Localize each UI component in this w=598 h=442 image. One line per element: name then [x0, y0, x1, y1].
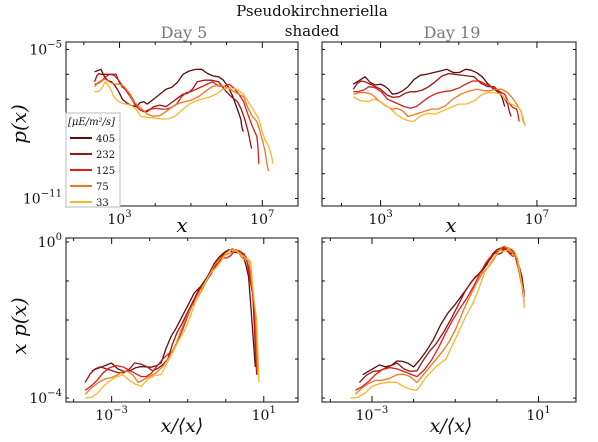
series-line-75 [84, 249, 259, 395]
series-line-405 [352, 68, 506, 107]
series-line-232 [93, 72, 253, 149]
ylabel-bottom: x p(x) [7, 297, 31, 354]
x-tick-label: 101 [252, 405, 276, 424]
x-tick-label: 107 [250, 209, 274, 228]
xlabel-top-right: x [445, 213, 456, 237]
legend-label-75: 75 [96, 182, 109, 193]
xlabel-bottom-right: x/⟨x⟩ [430, 415, 473, 437]
series-line-405 [94, 68, 245, 132]
ylabel-top: p(x) [7, 104, 31, 144]
y-tick-label: 100 [38, 232, 62, 251]
legend-label-125: 125 [96, 166, 115, 177]
series-line-125 [355, 247, 525, 391]
plot-frame [321, 41, 577, 207]
series-line-75 [94, 78, 270, 172]
x-tick-label: 10−3 [95, 405, 128, 424]
xlabel-bottom-left: x/⟨x⟩ [161, 415, 204, 437]
series-line-75 [354, 245, 525, 395]
series-line-33 [94, 81, 274, 164]
legend: [μE/m²/s] 405 232 125 75 33 [65, 112, 121, 209]
panel-day5-xpx: 10−3 101 100 10−4 [29, 232, 299, 424]
series-line-33 [85, 249, 260, 399]
series-line-33 [352, 91, 526, 127]
plot-frame [65, 237, 299, 403]
series-line-405 [91, 249, 256, 373]
plot-frame [321, 237, 577, 403]
x-tick-label: 101 [526, 405, 550, 424]
series-line-125 [84, 249, 258, 391]
x-tick-label: 107 [525, 209, 549, 228]
panel-day5-px: 103 107 10−5 10−11 [23, 39, 299, 228]
y-tick-label: 10−4 [29, 388, 62, 407]
legend-label-33: 33 [96, 198, 109, 209]
y-tick-label: 10−5 [29, 39, 62, 58]
x-tick-label: 103 [368, 209, 392, 228]
x-tick-label: 103 [107, 209, 131, 228]
legend-label-232: 232 [96, 150, 115, 161]
x-tick-label: 10−3 [356, 405, 389, 424]
y-tick-label: 10−11 [23, 189, 62, 208]
figure-title: Pseudokirchneriella [236, 2, 388, 20]
legend-box [65, 112, 121, 208]
series-line-232 [84, 248, 258, 383]
panel-day19-px: 103 107 [321, 41, 577, 228]
xlabel-top-left: x [176, 213, 187, 237]
figure-subtitle: shaded [285, 22, 340, 40]
series-line-33 [350, 247, 526, 399]
legend-label-405: 405 [96, 134, 115, 145]
series-line-405 [362, 247, 525, 376]
legend-title: [μE/m²/s] [68, 117, 115, 128]
column-title-day19: Day 19 [424, 23, 481, 42]
column-title-day5: Day 5 [161, 23, 208, 42]
panel-day19-xpx: 10−3 101 [321, 237, 577, 424]
